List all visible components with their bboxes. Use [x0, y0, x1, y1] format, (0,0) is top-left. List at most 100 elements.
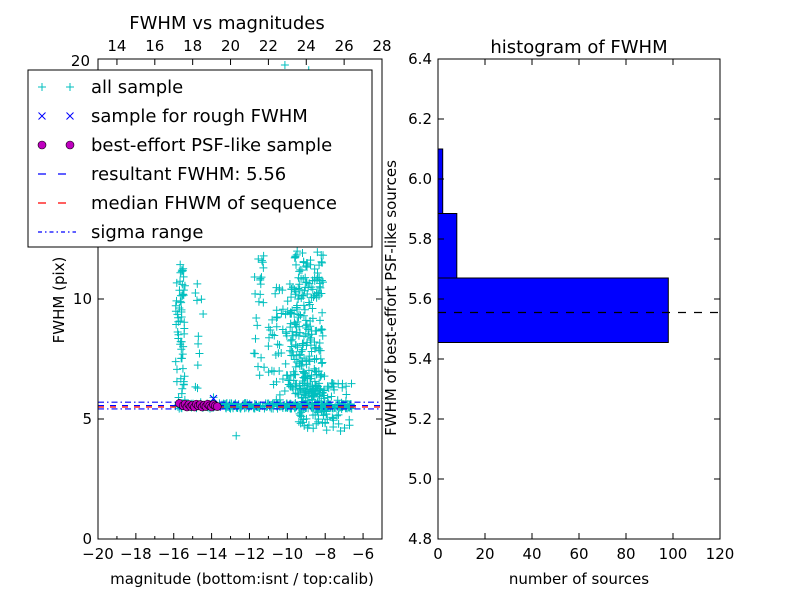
all-sample-point — [176, 277, 185, 286]
left-y-tick-label: 10 — [73, 290, 92, 308]
all-sample-point — [319, 278, 328, 287]
all-sample-point — [259, 298, 268, 307]
all-sample-point — [298, 418, 307, 427]
all-sample-point — [290, 318, 299, 327]
right-x-tick-label: 20 — [475, 545, 494, 563]
all-sample-point — [173, 310, 182, 319]
all-sample-point — [172, 365, 181, 374]
all-sample-point — [285, 376, 294, 385]
all-sample-point — [312, 370, 321, 379]
all-sample-point — [277, 349, 286, 358]
all-sample-point — [260, 363, 269, 372]
left-axis-ticks: −20 −18 −16 −14 −12 −10 −8 −6 14 16 18 20 22 24 26 28 0 5… — [73, 37, 392, 563]
all-sample-point — [280, 387, 289, 396]
all-sample-point — [300, 305, 309, 314]
all-sample-point — [282, 329, 291, 338]
all-sample-point — [305, 300, 314, 309]
all-sample-point — [308, 411, 317, 420]
right-y-tick-label: 6.2 — [408, 110, 432, 128]
all-sample-point — [307, 283, 316, 292]
right-x-tick-label: 100 — [659, 545, 688, 563]
all-sample-point — [180, 324, 189, 333]
all-sample-point — [300, 286, 309, 295]
all-sample-point — [324, 383, 333, 392]
all-sample-point — [304, 421, 313, 430]
all-sample-point — [321, 418, 330, 427]
all-sample-point — [266, 325, 275, 334]
legend-entry-label: all sample — [91, 77, 183, 98]
all-sample-point — [317, 257, 326, 266]
all-sample-point — [300, 369, 309, 378]
all-sample-point — [316, 384, 325, 393]
all-sample-point — [292, 379, 301, 388]
all-sample-point — [199, 310, 208, 319]
all-sample-point — [256, 290, 265, 299]
top-x-tick-label: 16 — [145, 37, 164, 55]
right-axes-frame — [437, 58, 721, 540]
left-axes-frame — [97, 58, 383, 540]
all-sample-point — [178, 266, 187, 275]
all-sample-point — [286, 371, 295, 380]
all-sample-point — [255, 371, 264, 380]
all-sample-point — [271, 350, 280, 359]
all-sample-point — [177, 312, 186, 321]
all-sample-point — [323, 382, 332, 391]
all-sample-point — [318, 308, 327, 317]
all-sample-point — [320, 399, 329, 408]
all-sample-point — [305, 357, 314, 366]
all-sample-point — [264, 342, 273, 351]
all-sample-point — [318, 258, 327, 267]
all-sample-point — [272, 306, 281, 315]
all-sample-point — [312, 419, 321, 428]
top-x-tick-label: 22 — [259, 37, 278, 55]
all-sample-point — [307, 347, 316, 356]
right-x-tick-label: 40 — [522, 545, 541, 563]
all-sample-point — [272, 322, 281, 331]
all-sample-point — [307, 326, 316, 335]
all-sample-point — [193, 361, 202, 370]
all-sample-point — [177, 345, 186, 354]
all-sample-point — [306, 260, 315, 269]
left-x-axis-label: magnitude (bottom:isnt / top:calib) — [110, 570, 374, 588]
all-sample-point — [334, 410, 343, 419]
all-sample-point — [295, 362, 304, 371]
all-sample-point — [297, 408, 306, 417]
right-y-tick-label: 5.4 — [408, 350, 432, 368]
all-sample-point — [309, 424, 318, 433]
all-sample-point — [269, 380, 278, 389]
all-sample-point — [290, 309, 299, 318]
all-sample-point — [177, 298, 186, 307]
all-sample-point — [281, 359, 290, 368]
top-x-tick-label: 18 — [183, 37, 202, 55]
all-sample-point — [173, 328, 182, 337]
all-sample-point — [287, 351, 296, 360]
all-sample-point — [194, 339, 203, 348]
all-sample-point — [320, 386, 329, 395]
all-sample-point — [291, 253, 300, 262]
all-sample-point — [306, 374, 315, 383]
all-sample-point — [306, 341, 315, 350]
all-sample-point — [252, 313, 261, 322]
all-sample-point — [327, 392, 336, 401]
right-x-tick-label: 0 — [433, 545, 443, 563]
all-sample-point — [288, 347, 297, 356]
legend-box — [27, 69, 373, 248]
all-sample-point — [288, 327, 297, 336]
all-sample-point — [275, 390, 284, 399]
legend-entry-label: median FHWM of sequence — [91, 193, 337, 214]
right-chart-title: histogram of FWHM — [490, 37, 667, 58]
all-sample-point — [313, 288, 322, 297]
all-sample-point — [290, 253, 299, 262]
all-sample-point — [291, 389, 300, 398]
left-scatter-panel: FWHM vs magnitudes −20 −18 −16 −14 −12 −10 −8−… — [27, 13, 392, 588]
all-sample-point — [294, 313, 303, 322]
all-sample-point — [278, 402, 287, 411]
all-sample-point — [317, 359, 326, 368]
all-sample-point — [287, 335, 296, 344]
all-sample-point — [329, 414, 338, 423]
all-sample-point — [312, 343, 321, 352]
all-sample-point — [304, 298, 313, 307]
all-sample-point — [288, 383, 297, 392]
rough-fwhm-sample-point — [209, 394, 218, 403]
